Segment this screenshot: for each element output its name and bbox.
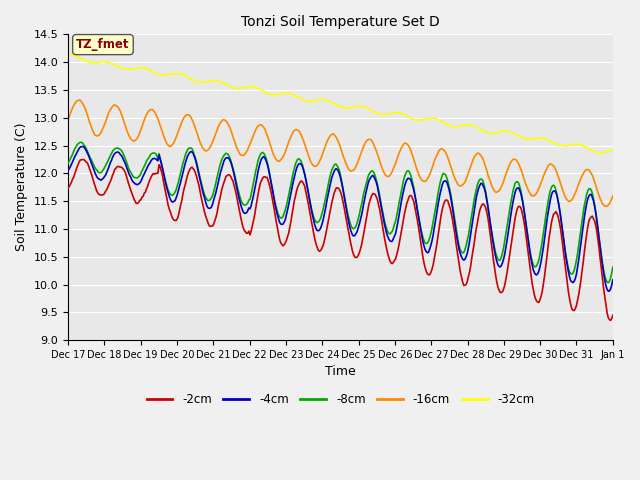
Y-axis label: Soil Temperature (C): Soil Temperature (C) (15, 123, 28, 252)
Title: Tonzi Soil Temperature Set D: Tonzi Soil Temperature Set D (241, 15, 440, 29)
X-axis label: Time: Time (325, 365, 356, 378)
Text: TZ_fmet: TZ_fmet (76, 38, 130, 51)
Legend: -2cm, -4cm, -8cm, -16cm, -32cm: -2cm, -4cm, -8cm, -16cm, -32cm (142, 388, 539, 411)
